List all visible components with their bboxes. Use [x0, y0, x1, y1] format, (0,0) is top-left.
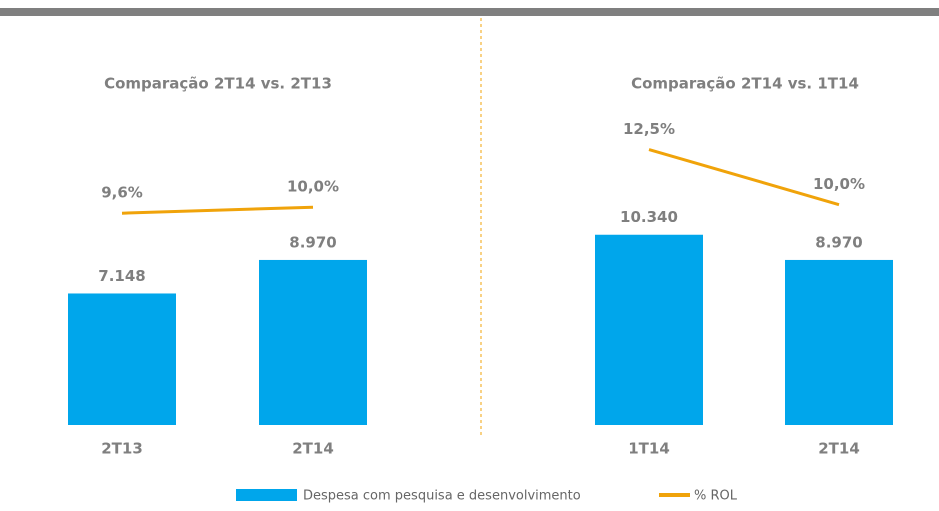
data-label: 10,0%	[287, 178, 339, 196]
legend-label: % ROL	[694, 489, 738, 504]
top-bar	[0, 8, 939, 16]
bar	[785, 259, 893, 425]
x-tick-label: 2T14	[818, 440, 860, 458]
data-label: 8.970	[289, 233, 336, 251]
x-tick-label: 1T14	[628, 440, 670, 458]
x-tick-label: 2T13	[101, 440, 143, 458]
bar	[68, 293, 176, 425]
x-tick-label: 2T14	[292, 440, 334, 458]
chart-title: Comparação 2T14 vs. 2T13	[104, 75, 332, 93]
data-label: 9,6%	[101, 184, 143, 202]
chart-title: Comparação 2T14 vs. 1T14	[631, 75, 859, 93]
data-label: 10,0%	[813, 175, 865, 193]
legend-swatch	[236, 489, 297, 501]
bar	[595, 234, 703, 425]
data-label: 7.148	[98, 267, 145, 285]
data-label: 12,5%	[623, 120, 675, 138]
data-label: 10.340	[620, 208, 678, 226]
line	[121, 205, 314, 215]
legend-label: Despesa com pesquisa e desenvolvimento	[303, 489, 581, 504]
data-label: 8.970	[815, 233, 862, 251]
line	[648, 148, 840, 207]
bar	[259, 259, 367, 425]
